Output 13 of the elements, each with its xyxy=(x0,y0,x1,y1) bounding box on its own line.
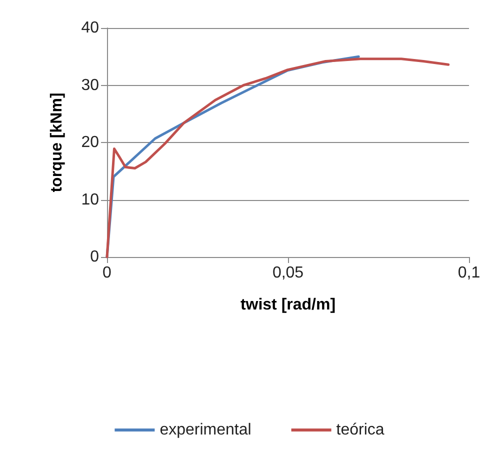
legend-label: experimental xyxy=(160,422,252,438)
y-tick-label: 30 xyxy=(81,76,100,94)
x-tick-label: 0 xyxy=(102,264,112,282)
y-tick-label: 0 xyxy=(90,248,100,266)
x-tick-label: 0,1 xyxy=(458,264,480,282)
y-tick-label: 40 xyxy=(81,20,100,36)
y-tick-label: 20 xyxy=(81,134,100,151)
y-axis-title: torque [kNm] xyxy=(48,92,66,192)
y-tick-label: 10 xyxy=(81,191,100,208)
x-tick-label: 0,05 xyxy=(272,264,304,282)
x-axis-title: twist [rad/m] xyxy=(240,296,336,314)
line-series xyxy=(106,58,450,258)
legend-label: teórica xyxy=(336,422,384,438)
